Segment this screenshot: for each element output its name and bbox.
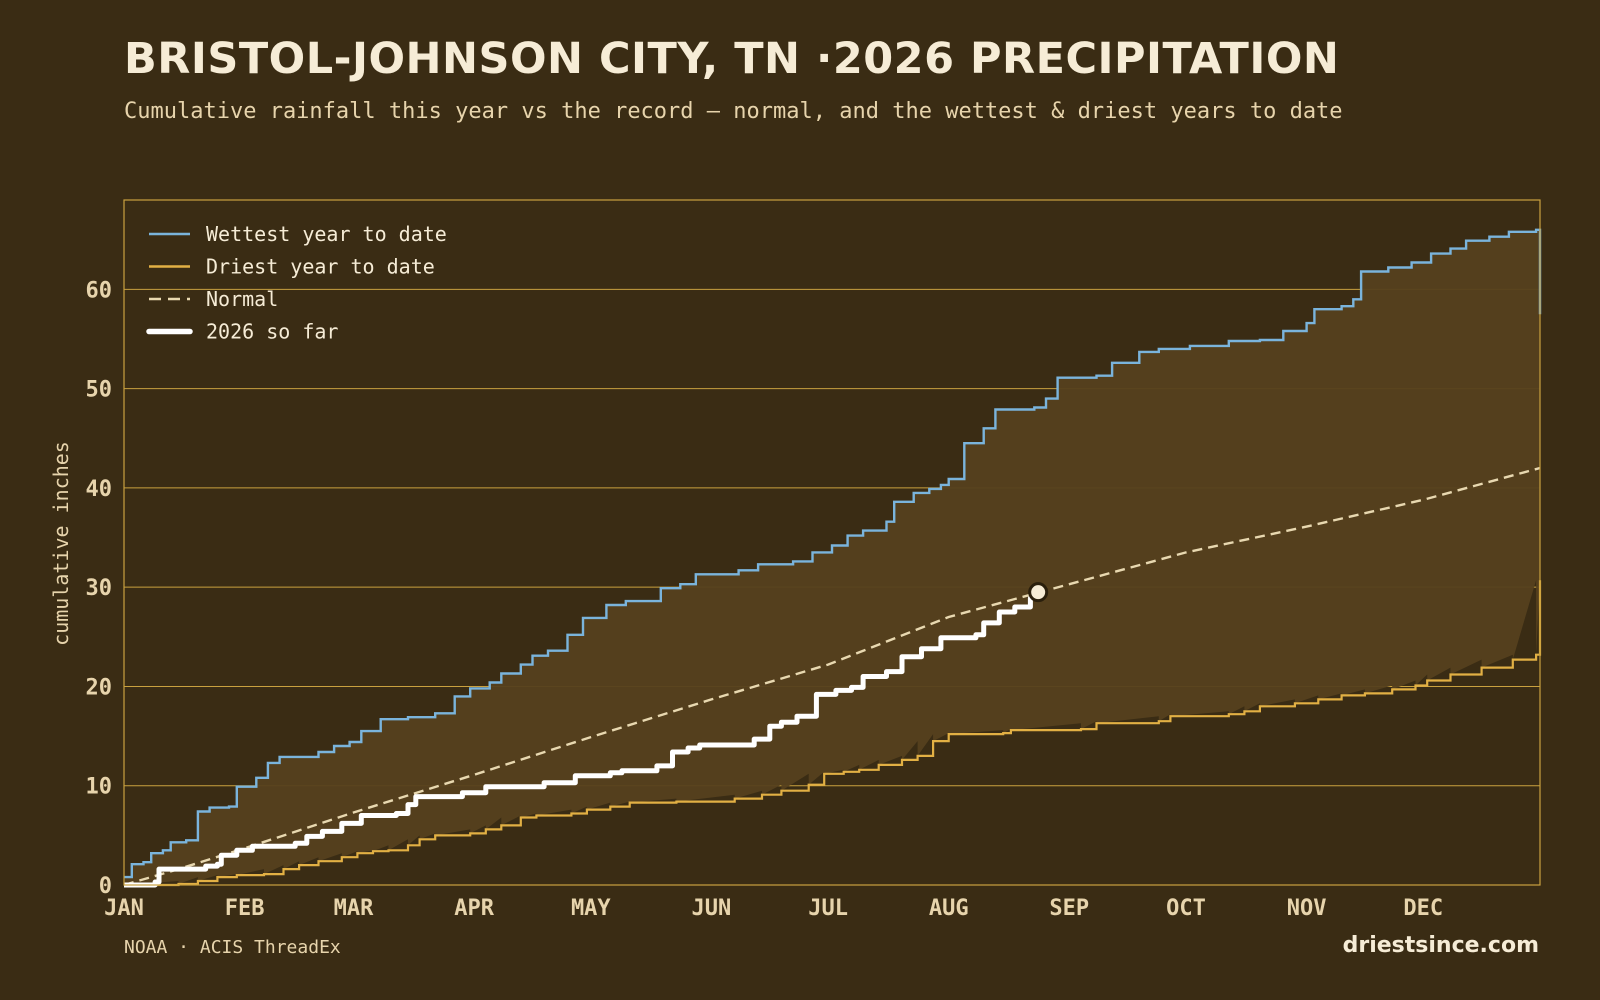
y-tick-label: 30 <box>86 576 113 601</box>
legend-label: Driest year to date <box>206 255 435 279</box>
driest-year-line <box>124 580 1542 887</box>
legend-label: 2026 so far <box>206 320 338 344</box>
legend: Wettest year to date Driest year to date N… <box>146 222 447 344</box>
y-axis-ticks: 0 10 20 30 40 50 60 <box>86 278 113 899</box>
normal-line <box>123 466 1541 887</box>
x-tick-label: MAR <box>334 896 374 921</box>
legend-label: Wettest year to date <box>206 222 447 246</box>
y-axis-label: cumulative inches <box>49 441 73 646</box>
x-tick-label: OCT <box>1166 896 1206 921</box>
x-tick-label: AUG <box>929 896 969 921</box>
site-brand[interactable]: driestsince.com <box>1342 933 1539 958</box>
plot-frame <box>123 199 1541 886</box>
data-source: NOAA · ACIS ThreadEx <box>124 937 341 958</box>
y-tick-label: 20 <box>86 675 113 700</box>
legend-label: Normal <box>206 287 278 311</box>
x-tick-label: DEC <box>1403 896 1443 921</box>
y-tick-label: 50 <box>86 378 113 403</box>
y-tick-label: 0 <box>99 874 112 899</box>
legend-item: 2026 so far <box>146 320 338 344</box>
series-lines <box>123 228 1542 888</box>
x-tick-label: NOV <box>1287 896 1327 921</box>
legend-item: Normal <box>149 287 278 311</box>
legend-item: Wettest year to date <box>149 222 447 246</box>
chart-subtitle: Cumulative rainfall this year vs the rec… <box>124 99 1343 124</box>
x-tick-label: APR <box>454 896 494 921</box>
x-tick-label: FEB <box>225 896 265 921</box>
x-tick-label: JUN <box>692 896 732 921</box>
x-tick-label: JAN <box>104 896 144 921</box>
x-tick-label: MAY <box>571 896 611 921</box>
current-value-marker[interactable] <box>1028 582 1049 603</box>
y-tick-label: 40 <box>86 477 113 502</box>
range-band <box>124 229 1540 886</box>
y-tick-label: 60 <box>86 278 113 303</box>
x-tick-label: SEP <box>1049 896 1089 921</box>
x-tick-label: JUL <box>808 896 848 921</box>
y-tick-label: 10 <box>86 775 113 800</box>
legend-item: Driest year to date <box>149 255 435 279</box>
chart-title: BRISTOL-JOHNSON CITY, TN ·2026 PRECIPITA… <box>124 34 1340 84</box>
current-year-line <box>124 592 1041 888</box>
wettest-year-line <box>124 228 1542 879</box>
x-axis-ticks: JAN FEB MAR APR MAY JUN JUL AUG SEP OCT NOV DEC <box>104 896 1443 921</box>
